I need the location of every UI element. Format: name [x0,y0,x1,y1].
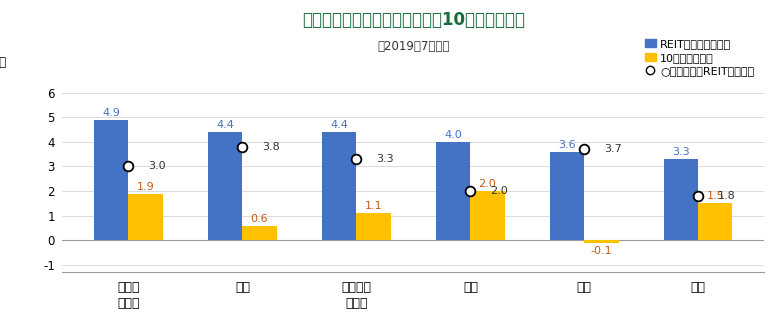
Bar [470,191,505,240]
Text: 1.5: 1.5 [707,192,724,202]
Bar [322,132,356,240]
Text: 4.4: 4.4 [331,120,348,130]
Text: 1.8: 1.8 [718,191,736,201]
Text: 4.0: 4.0 [445,130,463,140]
Bar [94,120,129,240]
Bar [243,225,277,240]
Text: 1.1: 1.1 [365,201,382,211]
Text: 2.0: 2.0 [490,186,508,196]
Text: 4.9: 4.9 [102,108,120,118]
Text: 3.6: 3.6 [558,140,576,150]
Text: 0.6: 0.6 [250,213,268,223]
Text: （%）: （%） [0,56,6,69]
Text: 3.8: 3.8 [262,142,279,152]
Bar [436,142,470,240]
Legend: REITの分配金利回り, 10年国債利回り, ○利回り差（REIT－国債）: REITの分配金利回り, 10年国債利回り, ○利回り差（REIT－国債） [640,35,759,80]
Bar [356,213,391,240]
Bar [550,152,584,240]
Text: 4.4: 4.4 [216,120,234,130]
Bar [208,132,243,240]
Bar [129,194,163,240]
Text: 1.9: 1.9 [136,182,154,192]
Bar [664,159,698,240]
Text: 3.0: 3.0 [148,161,165,172]
Text: -0.1: -0.1 [590,246,612,256]
Text: （2019年7月末）: （2019年7月末） [378,40,449,53]
Text: 3.3: 3.3 [376,154,393,164]
Text: 主要国・地域の分配金利回りと10年国債利回り: 主要国・地域の分配金利回りと10年国債利回り [302,11,525,29]
Text: 3.3: 3.3 [672,147,690,157]
Bar [698,204,732,240]
Text: 3.7: 3.7 [604,144,622,154]
Bar [584,240,619,243]
Text: 2.0: 2.0 [479,179,496,189]
